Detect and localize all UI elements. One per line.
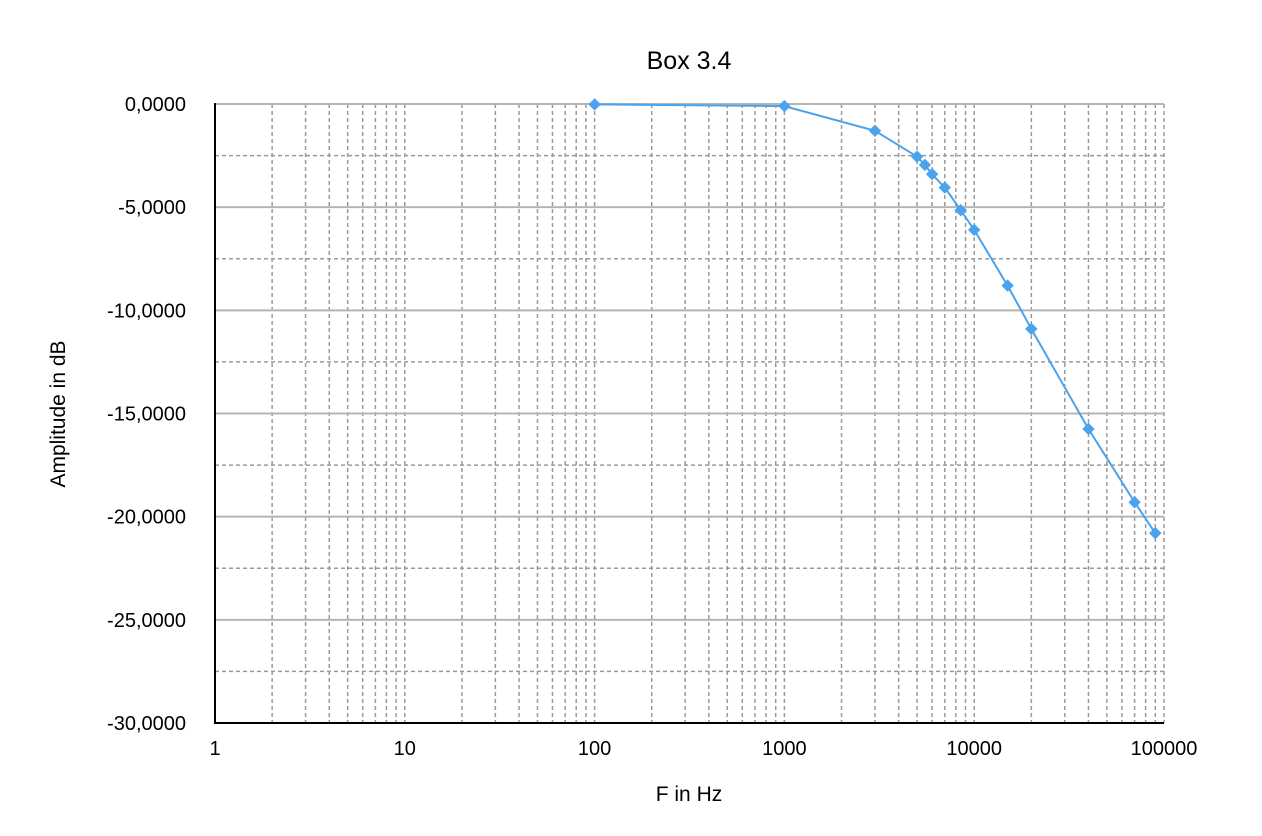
x-tick-label: 10 bbox=[394, 738, 416, 760]
y-tick-label: -30,0000 bbox=[107, 713, 186, 735]
x-tick-label: 1 bbox=[209, 738, 220, 760]
series-line bbox=[594, 103, 1157, 534]
x-axis-label: F in Hz bbox=[656, 783, 723, 806]
data-point bbox=[1001, 279, 1014, 292]
y-tick-label: -10,0000 bbox=[107, 300, 186, 322]
x-tick-label: 1000 bbox=[762, 738, 807, 760]
y-axis-label: Amplitude in dB bbox=[47, 340, 70, 487]
chart-title: Box 3.4 bbox=[647, 47, 732, 75]
data-point bbox=[1025, 322, 1038, 336]
y-tick-label: 0,0000 bbox=[125, 94, 186, 116]
data-point bbox=[910, 150, 924, 163]
y-tick-labels: 0,0000 -5,0000 -10,0000 -15,0000 -20,0000 -25… bbox=[107, 94, 186, 735]
data-point bbox=[938, 181, 952, 194]
data-series bbox=[588, 98, 1162, 540]
data-point bbox=[925, 167, 939, 181]
data-point bbox=[778, 99, 791, 113]
x-tick-label: 10000 bbox=[946, 738, 1002, 760]
y-tick-label: -20,0000 bbox=[107, 507, 186, 529]
x-tick-label: 100 bbox=[578, 738, 611, 760]
data-point bbox=[954, 204, 968, 217]
grid bbox=[215, 103, 1165, 723]
y-tick-label: -5,0000 bbox=[118, 197, 186, 219]
data-point bbox=[588, 98, 601, 111]
axes bbox=[214, 103, 1164, 724]
data-point bbox=[967, 223, 981, 237]
x-tick-labels: 1 10 100 1000 10000 100000 bbox=[209, 738, 1197, 760]
y-tick-label: -25,0000 bbox=[107, 610, 186, 632]
y-tick-label: -15,0000 bbox=[107, 404, 186, 426]
x-tick-label: 100000 bbox=[1131, 738, 1198, 760]
data-point bbox=[1149, 526, 1162, 540]
data-point bbox=[868, 124, 882, 138]
data-point bbox=[918, 158, 932, 172]
data-point bbox=[1082, 422, 1095, 436]
data-point bbox=[1128, 496, 1141, 509]
